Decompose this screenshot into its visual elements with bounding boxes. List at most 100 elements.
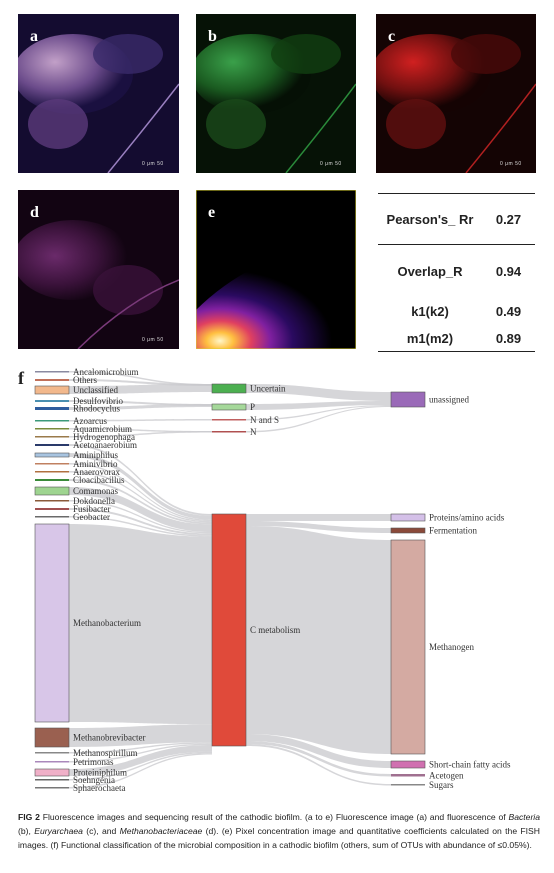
left-node-label: Aminiphilus xyxy=(73,450,119,460)
left-node-bar xyxy=(35,444,69,446)
sankey-flow xyxy=(69,743,212,763)
left-node-label: Geobacter xyxy=(73,512,110,522)
right-node-unassigned: unassigned xyxy=(390,391,469,408)
sankey-flow xyxy=(69,444,212,516)
sankey-flow xyxy=(69,508,212,536)
stats-key: Pearson's_ Rr xyxy=(386,211,474,227)
sankey-flow xyxy=(246,384,391,401)
fluorescence-panel-d: d 0 μm 50 xyxy=(18,190,179,349)
caption-text: (b), xyxy=(18,826,35,837)
right-node-label: Sugars xyxy=(429,780,454,790)
right-node-label: unassigned xyxy=(429,395,469,405)
left-node-ancalomicrobium: Ancalomicrobium xyxy=(35,367,138,377)
left-node-rhodocyclus: Rhodocyclus xyxy=(35,404,120,414)
left-node-bar xyxy=(35,508,69,510)
left-node-bar xyxy=(34,452,70,458)
left-node-acetoanaerobium: Acetoanaerobium xyxy=(35,440,137,450)
middle-node-bar xyxy=(211,403,247,411)
sankey-flow xyxy=(246,401,391,410)
sankey-flow xyxy=(69,751,212,781)
left-node-label: Aminivibrio xyxy=(73,459,118,469)
left-node-label: Ancalomicrobium xyxy=(73,367,138,377)
middle-node-bar xyxy=(212,419,246,421)
panel-b-image xyxy=(196,14,356,173)
sankey-flow xyxy=(69,753,212,789)
panel-c-image xyxy=(376,14,536,173)
left-node-label: Sphaerochaeta xyxy=(73,783,125,793)
caption-text: Fluorescence images and sequencing resul… xyxy=(39,812,509,822)
left-node-fusibacter: Fusibacter xyxy=(35,504,111,514)
sankey-flow xyxy=(69,524,212,725)
left-node-label: Fusibacter xyxy=(73,504,111,514)
left-node-label: Cloacibacillus xyxy=(73,475,125,485)
left-node-methanobacterium: Methanobacterium xyxy=(34,523,141,723)
right-node-sugars: Sugars xyxy=(391,780,454,790)
stats-key: Overlap_R xyxy=(397,263,463,279)
sankey-flow xyxy=(69,384,212,394)
sankey-flow xyxy=(246,744,391,786)
sankey-flow xyxy=(69,463,212,522)
left-node-label: Methanobacterium xyxy=(73,618,141,628)
left-node-bar xyxy=(35,479,69,481)
sankey-flow xyxy=(246,741,391,777)
left-node-proteiniphilum: Proteiniphilum xyxy=(34,768,127,778)
sankey-flow xyxy=(69,371,212,386)
left-node-unclassified: Unclassified xyxy=(34,385,118,395)
left-node-bar xyxy=(35,379,69,381)
stats-key: k1(k2) xyxy=(411,303,449,319)
left-node-label: Azoarcus xyxy=(73,416,107,426)
right-node-bar xyxy=(390,760,426,769)
left-node-comamonas: Comamonas xyxy=(34,486,118,496)
right-node-bar xyxy=(390,527,426,534)
left-node-others: Others xyxy=(35,375,97,385)
sankey-flow xyxy=(246,526,391,754)
stats-value: 0.49 xyxy=(495,303,522,319)
sankey-flow xyxy=(69,431,212,438)
left-node-bar xyxy=(35,407,69,410)
left-node-anaerovorax: Anaerovorax xyxy=(35,467,120,477)
sankey-flow xyxy=(69,500,212,534)
stats-value: 0.27 xyxy=(495,211,522,227)
scale-bar-d: 0 μm 50 xyxy=(142,337,164,343)
right-node-bar xyxy=(390,513,426,522)
fluorescence-panel-c: c 0 μm 50 xyxy=(376,14,536,173)
panel-label-c: c xyxy=(388,28,396,45)
left-node-geobacter: Geobacter xyxy=(35,512,110,522)
caption-figure-number: FIG 2 xyxy=(18,812,40,822)
right-node-bar xyxy=(390,391,426,408)
sankey-flow xyxy=(69,453,212,520)
sankey-flows xyxy=(69,371,391,789)
left-node-label: Comamonas xyxy=(73,486,118,496)
left-node-bar xyxy=(35,471,69,473)
middle-node-label: C metabolism xyxy=(250,625,300,635)
sankey-flow xyxy=(69,428,212,433)
left-node-petrimonas: Petrimonas xyxy=(35,757,114,767)
middle-node-uncertain: Uncertain xyxy=(211,384,286,394)
middle-node-bar xyxy=(211,513,247,747)
sankey-flow xyxy=(246,405,391,421)
sankey-flow xyxy=(246,514,391,521)
left-node-cloacibacillus: Cloacibacillus xyxy=(35,475,125,485)
left-node-desulfovibrio: Desulfovibrio xyxy=(35,396,123,406)
left-node-label: Methanospirillum xyxy=(73,748,138,758)
left-node-sphaerochaeta: Sphaerochaeta xyxy=(35,783,125,793)
sankey-flow xyxy=(69,479,212,525)
left-node-dokdonella: Dokdonella xyxy=(35,496,115,506)
sankey-flow xyxy=(69,487,212,532)
left-node-bar xyxy=(34,727,70,748)
right-node-label: Proteins/amino acids xyxy=(429,513,505,523)
sankey-flow xyxy=(69,419,212,422)
right-node-proteins-amino-acids: Proteins/amino acids xyxy=(390,513,505,523)
panel-d-image xyxy=(18,190,179,349)
stats-row: Overlap_R 0.94 xyxy=(378,244,535,297)
left-node-label: Anaerovorax xyxy=(73,467,120,477)
scale-bar-c: 0 μm 50 xyxy=(500,161,522,167)
left-node-label: Desulfovibrio xyxy=(73,396,123,406)
left-node-azoarcus: Azoarcus xyxy=(35,416,107,426)
middle-node-label: N and S xyxy=(250,415,279,425)
stats-key: m1(m2) xyxy=(406,330,454,346)
right-node-acetogen: Acetogen xyxy=(391,770,464,780)
right-node-short-chain-fatty-acids: Short-chain fatty acids xyxy=(390,760,511,770)
left-node-bar xyxy=(34,523,70,723)
caption-text: (c), and xyxy=(82,826,120,837)
